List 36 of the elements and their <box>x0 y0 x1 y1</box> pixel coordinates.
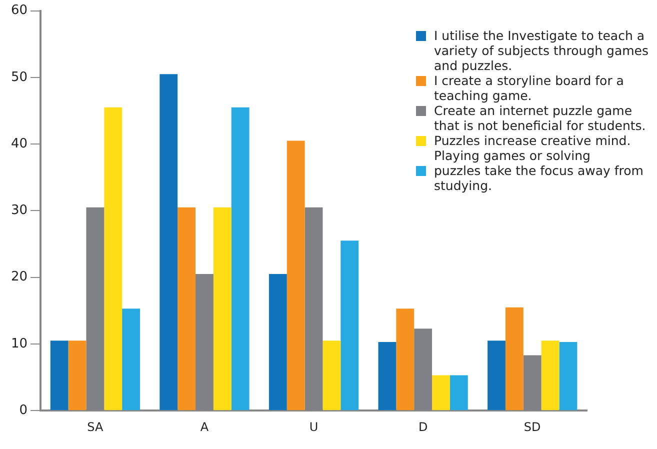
y-tick-label: 40 <box>10 136 28 152</box>
bar <box>178 207 196 410</box>
legend-label: I create a storyline board for a teaching game. <box>434 73 625 103</box>
bar <box>432 375 450 410</box>
bar <box>213 207 232 410</box>
bar <box>541 340 560 410</box>
bar <box>450 375 468 410</box>
bar <box>340 240 359 410</box>
bar <box>68 340 86 410</box>
x-tick-label: SA <box>87 420 104 434</box>
legend-label: puzzles take the focus away from studying. <box>434 163 644 193</box>
y-tick-label: 30 <box>10 203 28 218</box>
bar <box>488 340 506 410</box>
y-tick-label: 20 <box>10 270 28 285</box>
bar <box>378 342 396 410</box>
x-tick-label: U <box>309 420 318 434</box>
bar <box>50 340 68 410</box>
bar <box>559 342 578 410</box>
bar <box>396 308 414 410</box>
y-tick-label: 50 <box>10 70 28 85</box>
legend-label: I utilise the Investigate to teach a variety of subjects through games and puzzles. <box>434 28 650 73</box>
y-tick-label: 60 <box>10 3 28 18</box>
x-tick-label: SD <box>524 420 541 434</box>
bar <box>286 140 305 410</box>
y-tick-label: 10 <box>10 336 28 352</box>
bar <box>160 74 178 410</box>
bar <box>231 107 250 410</box>
bar <box>104 107 122 410</box>
bar <box>268 274 287 410</box>
bar <box>322 340 341 410</box>
x-tick-label: A <box>200 420 210 434</box>
x-tick-label: D <box>418 420 428 434</box>
bar <box>505 307 524 410</box>
y-tick-label: 0 <box>19 402 28 418</box>
bar <box>122 308 140 410</box>
legend-label: Create an internet puzzle game that is not beneficial for students. <box>434 103 647 133</box>
